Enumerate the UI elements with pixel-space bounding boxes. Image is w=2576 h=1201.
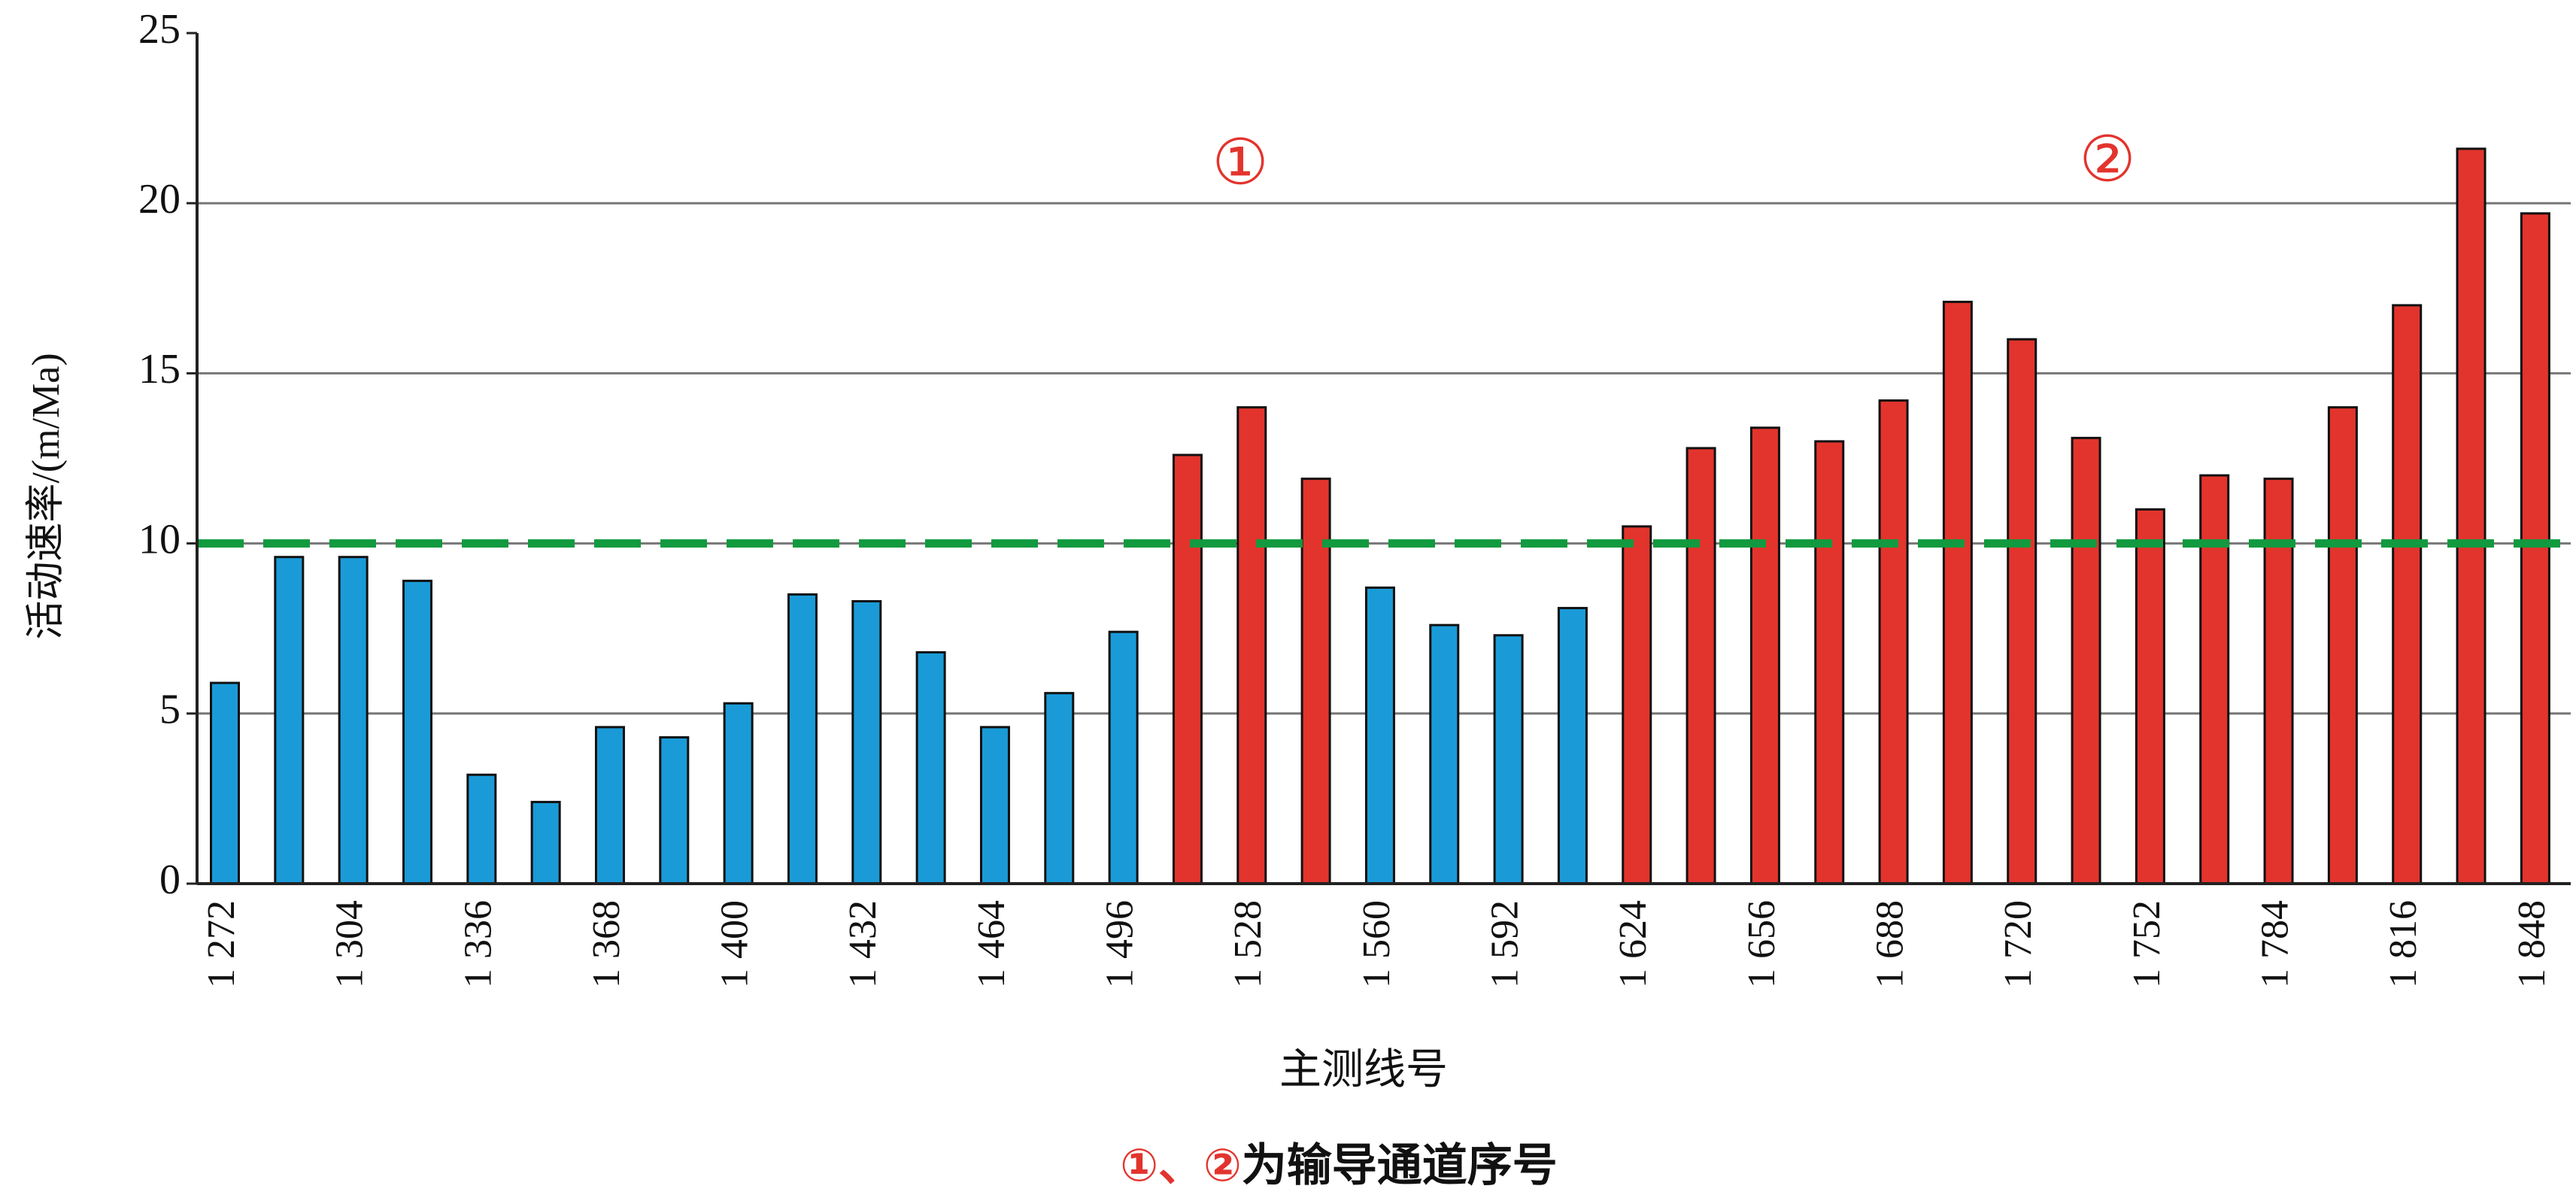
bar: [1557, 607, 1588, 885]
bar: [466, 773, 497, 885]
bar: [2456, 147, 2486, 885]
x-tick-label: 1 688: [1869, 900, 1912, 988]
bar: [1622, 525, 1652, 885]
bar: [787, 593, 818, 885]
x-tick-label: 1 752: [2125, 900, 2168, 988]
x-tick-label: 1 432: [842, 900, 884, 988]
bar: [2071, 436, 2101, 885]
bar: [1942, 300, 1973, 885]
bar: [1364, 586, 1395, 885]
x-tick-label: 1 272: [200, 900, 243, 988]
bar: [1493, 634, 1524, 885]
bar: [402, 579, 432, 885]
bar: [1685, 447, 1716, 885]
x-axis-label: 主测线号: [1279, 1047, 1448, 1093]
footnote-markers: ①、②: [1120, 1139, 1242, 1192]
bar: [1172, 453, 1203, 885]
x-tick-label: 1 848: [2511, 900, 2553, 988]
bar: [851, 600, 882, 885]
footnote-text: 为输导通道序号: [1242, 1139, 1558, 1192]
bar: [530, 800, 561, 885]
bar: [1044, 692, 1075, 885]
y-tick-label: 0: [159, 857, 181, 903]
bar: [210, 681, 240, 885]
bar: [1749, 426, 1780, 885]
annotation: ①: [1212, 128, 1268, 198]
y-tick-label: 15: [138, 346, 181, 393]
bar: [2392, 304, 2423, 885]
x-tick-label: 1 624: [1612, 900, 1655, 988]
y-tick-label: 20: [138, 176, 181, 223]
bar: [2135, 508, 2165, 885]
x-tick-label: 1 304: [329, 900, 372, 988]
bar: [1878, 399, 1909, 885]
x-tick-label: 1 496: [1099, 900, 1142, 988]
x-tick-label: 1 560: [1355, 900, 1398, 988]
x-tick-label: 1 656: [1740, 900, 1783, 988]
x-tick-label: 1 400: [714, 900, 757, 988]
bar: [2520, 212, 2550, 885]
y-tick-label: 10: [138, 516, 181, 563]
bar: [1236, 406, 1267, 885]
x-tick-label: 1 816: [2382, 900, 2425, 988]
bar: [1814, 440, 1845, 885]
footnote: ①、②为输导通道序号: [1120, 1139, 1558, 1192]
x-tick-label: 1 784: [2253, 900, 2296, 988]
x-tick-label: 1 464: [970, 900, 1013, 988]
y-axis-label: 活动速率/(m/Ma): [25, 353, 68, 639]
bar: [2199, 474, 2230, 885]
bar: [2007, 338, 2037, 885]
y-tick-label: 5: [159, 687, 181, 733]
bar: [659, 735, 690, 885]
bar: [1429, 623, 1460, 885]
x-tick-label: 1 720: [1997, 900, 2040, 988]
bar: [979, 726, 1010, 885]
x-tick-label: 1 592: [1484, 900, 1527, 988]
x-tick-label: 1 368: [585, 900, 628, 988]
bar: [594, 726, 625, 885]
annotation: ②: [2079, 125, 2135, 195]
x-tick-label: 1 336: [457, 900, 499, 988]
bar: [274, 556, 305, 885]
bar: [338, 556, 369, 885]
bar: [1108, 630, 1139, 885]
x-tick-label: 1 528: [1227, 900, 1270, 988]
bar: [2327, 406, 2358, 885]
y-tick-label: 25: [138, 6, 181, 53]
bar: [915, 651, 946, 885]
bar: [723, 702, 754, 885]
